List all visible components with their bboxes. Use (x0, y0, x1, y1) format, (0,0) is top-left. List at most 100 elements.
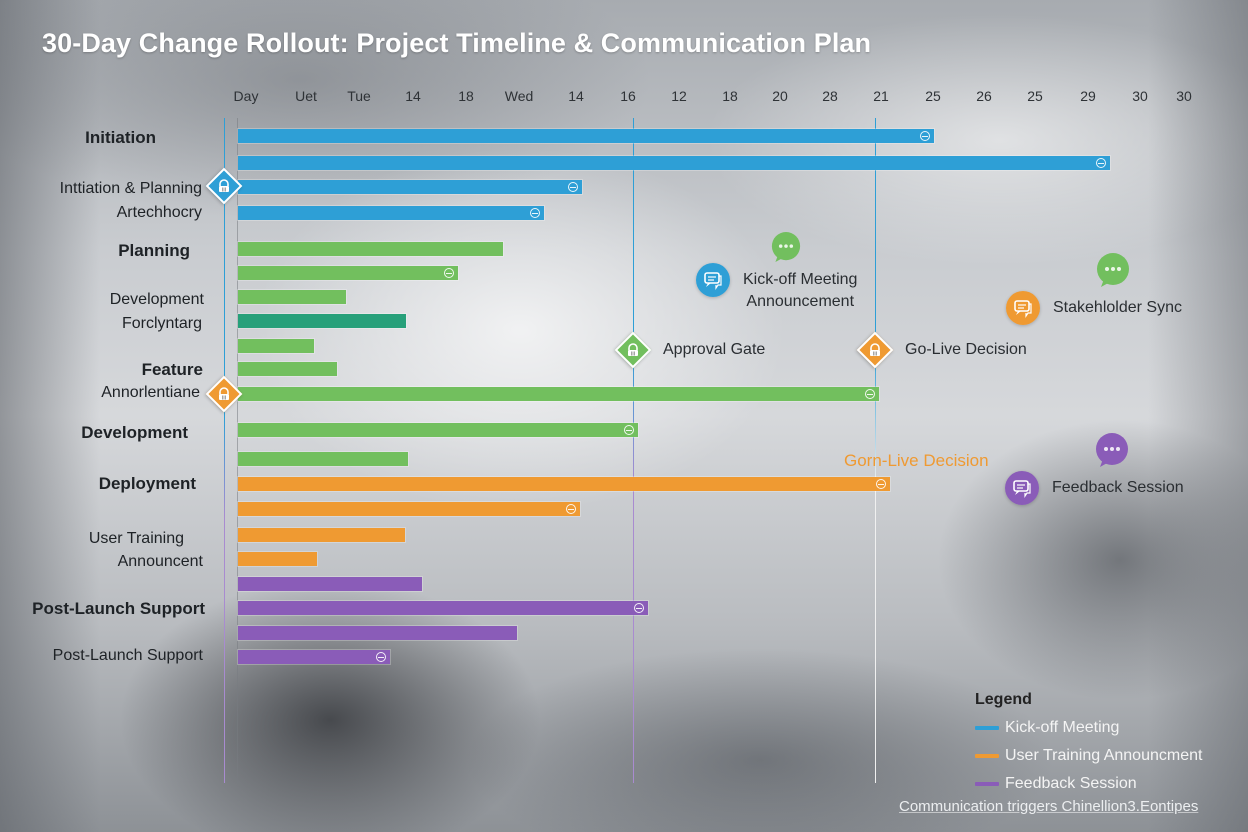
bar-end-globe-icon (530, 208, 540, 218)
axis-tick-label: Day (233, 88, 259, 104)
gantt-bar-green (238, 452, 408, 466)
communication-label: Kick-off Meeting Announcement (743, 269, 857, 313)
milestone-diamond (856, 331, 894, 369)
axis-tick-label: 14 (568, 88, 584, 104)
row-label: Post-Launch Support (52, 647, 203, 664)
gantt-bar-green (238, 242, 503, 256)
communication-label-line: Kick-off Meeting (743, 271, 858, 288)
lock-icon (217, 387, 231, 401)
row-label: Artechhocry (116, 204, 202, 221)
marker-line-day-0 (224, 118, 225, 783)
bar-end-globe-icon (376, 652, 386, 662)
row-label: Post-Launch Support (32, 599, 205, 618)
gantt-bar-green (238, 266, 458, 280)
axis-tick-label: 14 (405, 88, 421, 104)
axis-tick-label: 20 (772, 88, 788, 104)
axis-tick-label: 30 (1132, 88, 1148, 104)
gantt-bar-purple (238, 601, 648, 615)
gantt-bar-purple (238, 650, 390, 664)
gantt-bar-purple (238, 577, 422, 591)
milestone-diamond (614, 331, 652, 369)
gantt-bar-orange (238, 477, 890, 491)
legend-swatch-purple (975, 781, 999, 786)
communication-label-line: Announcement (746, 293, 855, 310)
bar-end-globe-icon (566, 504, 576, 514)
bar-end-globe-icon (1096, 158, 1106, 168)
bar-end-globe-icon (444, 268, 454, 278)
gantt-bar-green (238, 339, 314, 353)
marker-line-approval (633, 118, 634, 783)
gantt-bar-orange (238, 528, 405, 542)
chat-bubble-icon (1006, 291, 1040, 325)
legend-swatch-blue (975, 725, 999, 730)
gantt-bar-blue (238, 156, 1110, 170)
axis-tick-label: 21 (873, 88, 889, 104)
axis-tick-label: Wed (504, 88, 534, 104)
lock-icon (217, 179, 231, 193)
axis-tick-label: Uet (295, 88, 317, 104)
bar-end-globe-icon (865, 389, 875, 399)
lock-icon (868, 343, 882, 357)
row-label: Forclyntarg (121, 315, 202, 332)
overlay-go-live-label: Gorn-Live Decision (844, 451, 989, 470)
milestone-label: Go-Live Decision (905, 341, 1027, 358)
legend-item-kickoff: Kick-off Meeting (975, 719, 1119, 737)
axis-tick-label: 18 (722, 88, 738, 104)
axis-tick-label: 25 (925, 88, 941, 104)
gantt-bar-purple (238, 626, 517, 640)
start-axis-line (237, 118, 238, 783)
legend-label: User Training Announcment (1005, 747, 1203, 764)
green-typing-bubble-icon (771, 232, 801, 262)
purple-ellipsis-bubble-icon (1095, 433, 1129, 467)
axis-tick-label: 12 (671, 88, 687, 104)
row-label: User Training (88, 530, 184, 547)
gantt-bar-green (238, 290, 346, 304)
axis-tick-label: 29 (1080, 88, 1096, 104)
row-label: Inttiation & Planning (59, 180, 202, 197)
axis-tick-label: 18 (458, 88, 474, 104)
legend-item-user-training: User Training Announcment (975, 747, 1202, 765)
row-label: Annorlentiane (101, 384, 200, 401)
lock-icon (626, 343, 640, 357)
row-label: Deployment (98, 474, 196, 493)
page-title: 30-Day Change Rollout: Project Timeline … (42, 28, 872, 58)
communication-label: Stakehlolder Sync (1053, 297, 1182, 319)
gantt-bar-teal (238, 314, 406, 328)
bar-end-globe-icon (568, 182, 578, 192)
row-label: Development (81, 423, 188, 442)
axis-tick-label: Tue (347, 88, 371, 104)
legend-label: Feedback Session (1005, 775, 1137, 792)
gantt-bar-blue (238, 206, 544, 220)
communication-label-line: Feedback Session (1052, 479, 1184, 496)
gantt-bar-orange (238, 502, 580, 516)
footnote: Communication triggers Chinellion3.Eonti… (899, 798, 1199, 815)
row-label: Initiation (85, 128, 156, 147)
legend-label: Kick-off Meeting (1005, 719, 1120, 736)
gantt-bar-blue (238, 129, 934, 143)
gantt-bar-green (238, 362, 337, 376)
row-label: Planning (118, 241, 190, 260)
legend-title: Legend (975, 691, 1032, 708)
axis-tick-label: 25 (1027, 88, 1043, 104)
bar-end-globe-icon (920, 131, 930, 141)
row-label: Feature (141, 360, 203, 379)
row-label: Development (109, 291, 204, 308)
milestone-diamond (205, 167, 243, 205)
marker-line-go-live (875, 118, 876, 783)
gantt-bar-green (238, 423, 638, 437)
gantt-bar-orange (238, 552, 317, 566)
gantt-bar-blue (238, 180, 582, 194)
axis-tick-label: 30 (1176, 88, 1192, 104)
chat-bubble-icon (696, 263, 730, 297)
communication-label: Feedback Session (1052, 477, 1184, 499)
green-ellipsis-bubble-icon (1096, 253, 1130, 287)
axis-tick-label: 28 (822, 88, 838, 104)
legend-swatch-orange (975, 753, 999, 758)
legend-item-feedback: Feedback Session (975, 775, 1137, 793)
gantt-bar-green (238, 387, 879, 401)
milestone-label: Approval Gate (663, 341, 766, 358)
bar-end-globe-icon (876, 479, 886, 489)
row-label: Announcent (117, 553, 203, 570)
milestone-diamond (205, 375, 243, 413)
